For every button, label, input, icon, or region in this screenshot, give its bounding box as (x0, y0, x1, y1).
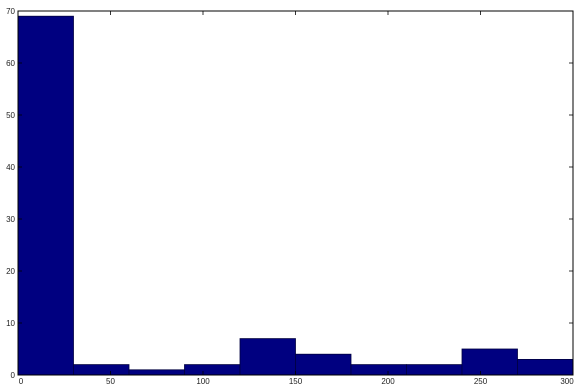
x-tick-label: 250 (474, 377, 488, 386)
y-tick-label: 70 (6, 7, 15, 16)
histogram-bar (184, 364, 241, 376)
x-tick-label: 0 (19, 377, 24, 386)
x-tick-label: 150 (289, 377, 303, 386)
x-tick-label: 50 (106, 377, 115, 386)
x-tick-label: 300 (560, 377, 574, 386)
histogram-bar (517, 358, 574, 376)
histogram-bar (350, 364, 407, 376)
x-tick-label: 100 (196, 377, 210, 386)
histogram-bar (239, 338, 296, 376)
y-tick-label: 40 (6, 163, 15, 172)
histogram-bar (128, 369, 185, 376)
y-tick-label: 30 (6, 215, 15, 224)
histogram-bar (73, 364, 130, 376)
histogram-bar (295, 353, 352, 376)
x-tick-label: 200 (381, 377, 395, 386)
plot-frame (17, 10, 574, 376)
bars-layer (17, 15, 574, 376)
histogram-bar (461, 348, 518, 376)
y-tick-label: 10 (6, 319, 15, 328)
histogram-bar (406, 364, 463, 376)
y-tick-label: 20 (6, 267, 15, 276)
y-tick-label: 60 (6, 59, 15, 68)
histogram-bar (17, 15, 74, 376)
plot-area (18, 11, 573, 375)
y-tick-label: 0 (11, 371, 16, 380)
y-tick-label: 50 (6, 111, 15, 120)
